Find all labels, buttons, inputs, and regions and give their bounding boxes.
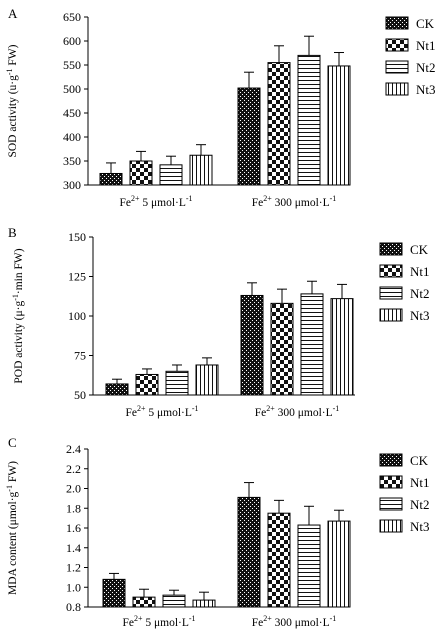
bar-nt3-0 (189, 154, 213, 186)
bar-ck-1 (240, 294, 264, 396)
y-tick-label: 75 (74, 349, 86, 363)
legend-label-nt3: Nt3 (410, 308, 430, 323)
bar-ck-0 (102, 578, 126, 608)
legend-label-nt2: Nt2 (416, 60, 436, 75)
y-tick-label: 150 (68, 230, 86, 244)
legend-swatch-ck (379, 242, 403, 256)
legend-swatch-ck (385, 16, 409, 30)
y-axis-label: MDA content (μmol·g-1 FW) (5, 461, 19, 595)
bar-nt2-1 (300, 293, 324, 396)
legend-label-ck: CK (410, 453, 429, 468)
y-tick-label: 1.8 (66, 501, 81, 515)
x-category-label: Fe2+ 5 μmol·L-1 (125, 404, 198, 419)
bar-nt1-1 (270, 302, 294, 396)
legend-swatch-ck (379, 453, 403, 467)
legend-swatch-nt2 (379, 497, 403, 511)
panel-label: B (8, 225, 17, 240)
legend-label-ck: CK (416, 16, 435, 31)
y-tick-label: 1.4 (66, 541, 81, 555)
y-tick-label: 2.4 (66, 442, 81, 456)
y-axis-label: POD activity (μ·g-1·min FW) (11, 248, 25, 383)
x-category-label: Fe2+ 300 μmol·L-1 (255, 404, 340, 419)
bar-nt3-1 (327, 520, 351, 608)
y-tick-label: 400 (63, 130, 81, 144)
y-tick-label: 2.0 (66, 482, 81, 496)
panel-label: C (8, 435, 17, 450)
bar-nt3-1 (330, 298, 354, 396)
panel-b: B 50 75 100 125 150 POD activity (μ·g-1·min FW… (8, 225, 430, 419)
legend-swatch-nt2 (385, 60, 409, 74)
y-tick-label: 600 (63, 34, 81, 48)
legend-label-nt1: Nt1 (410, 475, 430, 490)
bar-ck-1 (237, 496, 261, 608)
y-tick-label: 2.2 (66, 462, 81, 476)
legend-label-nt1: Nt1 (410, 264, 430, 279)
y-tick-label: 125 (68, 270, 86, 284)
y-tick-label: 0.8 (66, 600, 81, 614)
legend-swatch-nt3 (379, 308, 403, 322)
legend-swatch-nt1 (379, 475, 403, 489)
bar-nt2-0 (165, 370, 189, 396)
legend-swatch-nt3 (379, 519, 403, 533)
y-tick-label: 1.6 (66, 521, 81, 535)
bar-nt1-0 (132, 596, 156, 608)
bar-nt1-1 (267, 62, 291, 186)
legend-label-ck: CK (410, 242, 429, 257)
legend-label-nt1: Nt1 (416, 38, 436, 53)
panel-c: C 0.8 1.0 1.2 1.4 1.6 1.8 2.0 2.2 2.4 MDA content … (5, 435, 430, 629)
legend-swatch-nt3 (385, 82, 409, 96)
bar-nt3-0 (192, 599, 216, 608)
y-axis-label: SOD activity (u·g-1 FW) (5, 44, 19, 157)
panel-a: A 300 350 400 450 500 550 600 650 SOD activity (u… (5, 6, 436, 209)
y-tick-label: 1.0 (66, 580, 81, 594)
legend-label-nt3: Nt3 (416, 82, 436, 97)
y-tick-label: 300 (63, 178, 81, 192)
y-tick-label: 50 (74, 388, 86, 402)
bar-nt1-0 (129, 160, 153, 186)
y-tick-label: 500 (63, 82, 81, 96)
legend-label-nt2: Nt2 (410, 497, 430, 512)
bar-nt2-1 (297, 54, 321, 186)
panel-label: A (8, 6, 18, 21)
bar-nt1-1 (267, 512, 291, 608)
y-tick-label: 450 (63, 106, 81, 120)
bar-ck-0 (99, 172, 123, 186)
legend-swatch-nt1 (379, 264, 403, 278)
y-tick-label: 1.2 (66, 561, 81, 575)
bar-nt3-1 (327, 65, 351, 186)
bar-nt2-0 (162, 594, 186, 608)
bar-ck-0 (105, 383, 129, 396)
x-category-label: Fe2+ 5 μmol·L-1 (122, 614, 195, 629)
x-category-label: Fe2+ 300 μmol·L-1 (252, 194, 337, 209)
y-tick-label: 350 (63, 154, 81, 168)
legend-label-nt2: Nt2 (410, 286, 430, 301)
bar-nt1-0 (135, 373, 159, 396)
bar-ck-1 (237, 87, 261, 186)
legend-swatch-nt1 (385, 38, 409, 52)
bar-nt2-0 (159, 164, 183, 186)
legend-swatch-nt2 (379, 286, 403, 300)
x-category-label: Fe2+ 300 μmol·L-1 (252, 614, 337, 629)
x-category-label: Fe2+ 5 μmol·L-1 (119, 194, 192, 209)
bar-nt2-1 (297, 524, 321, 608)
y-tick-label: 550 (63, 58, 81, 72)
legend-label-nt3: Nt3 (410, 519, 430, 534)
bar-nt3-0 (195, 364, 219, 396)
y-tick-label: 650 (63, 10, 81, 24)
y-tick-label: 100 (68, 309, 86, 323)
